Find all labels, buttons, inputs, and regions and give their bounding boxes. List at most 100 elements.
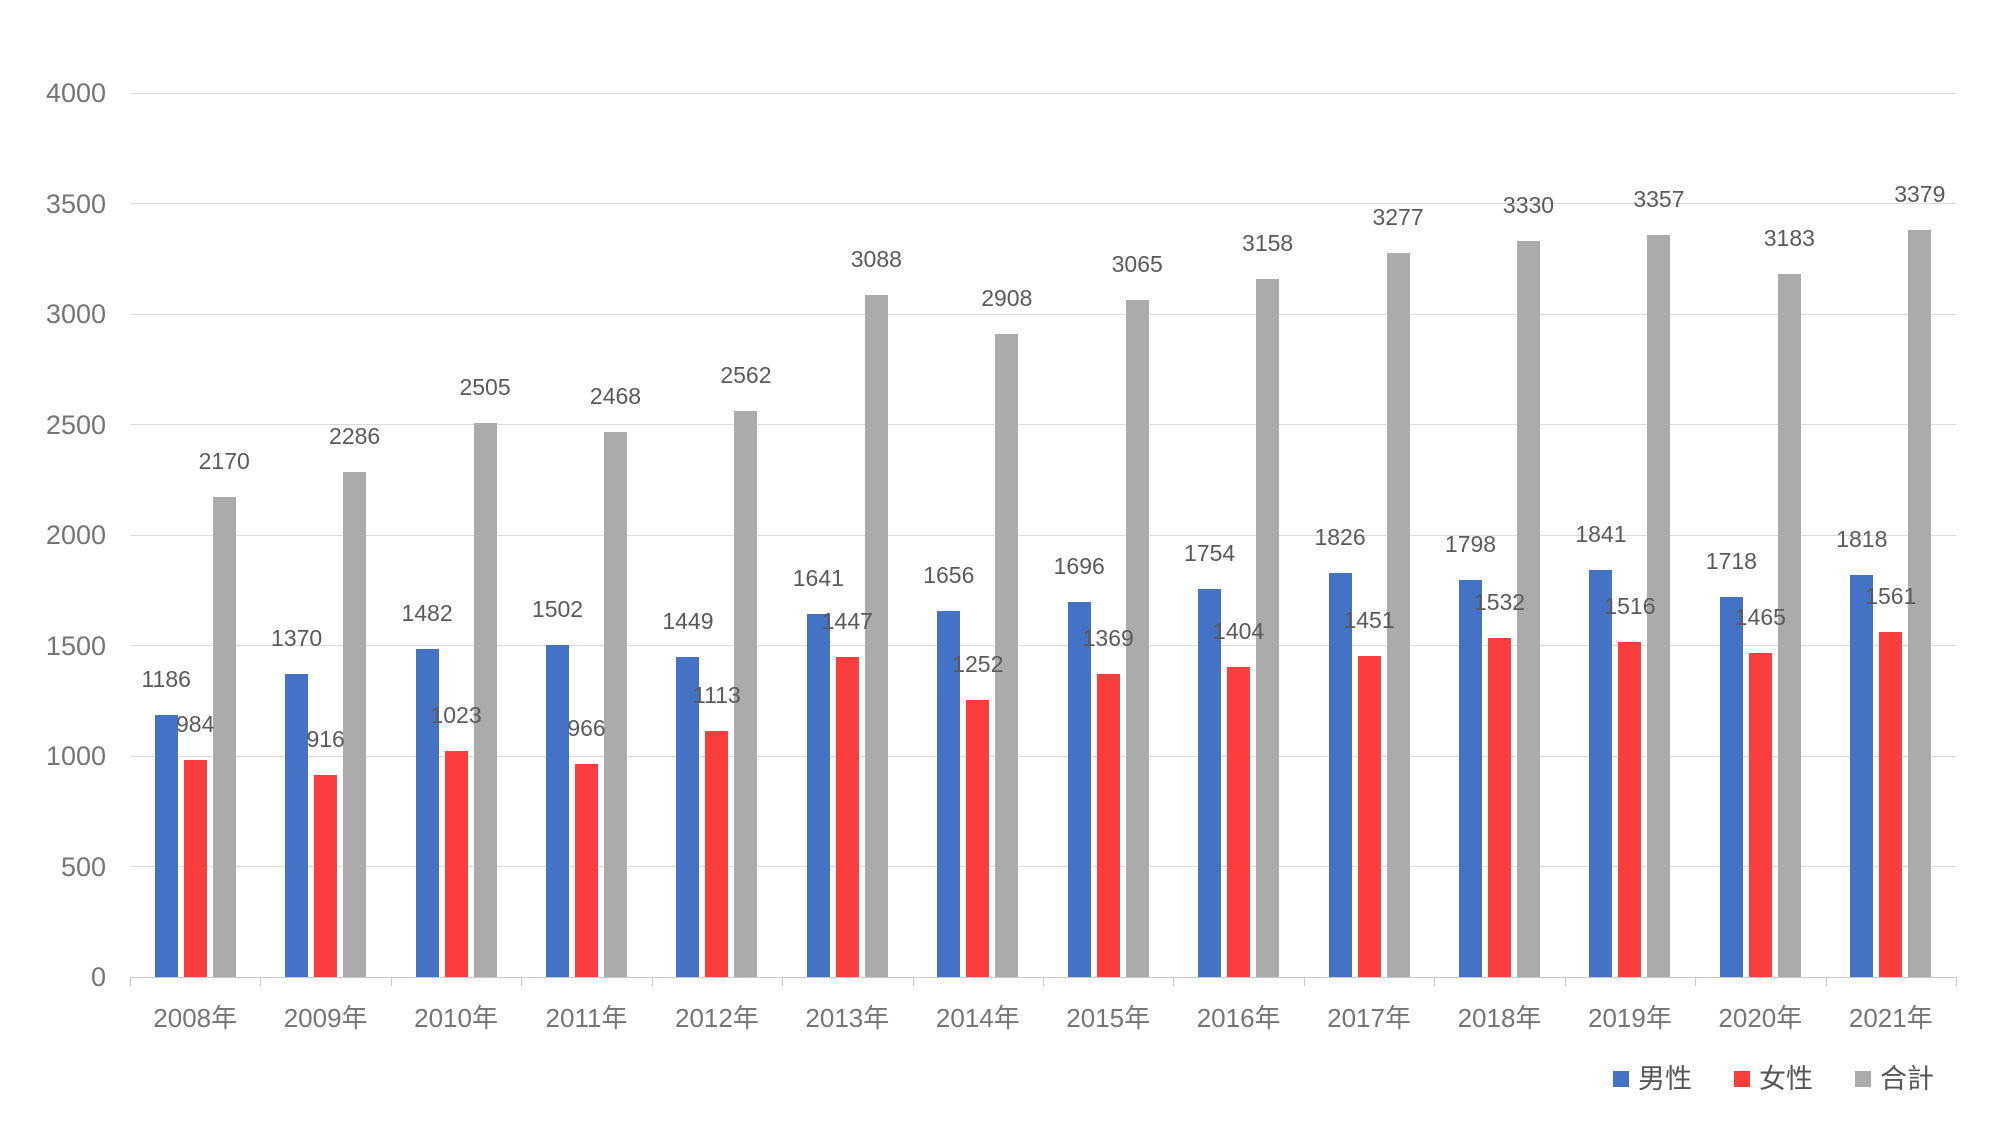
bar-female-2019年[interactable] bbox=[1618, 641, 1642, 977]
bar-male-2017年[interactable] bbox=[1328, 573, 1352, 977]
value-label-male-2018年: 1798 bbox=[1444, 530, 1497, 557]
value-label-male-2008年: 1186 bbox=[141, 665, 191, 692]
legend-item-female[interactable]: 女性 bbox=[1734, 1064, 1813, 1094]
bar-male-2011年[interactable] bbox=[546, 645, 569, 977]
bar-male-2008年[interactable] bbox=[154, 714, 178, 977]
legend-label-female: 女性 bbox=[1759, 1064, 1813, 1094]
x-axis-category-label: 2017年 bbox=[1327, 1003, 1411, 1033]
value-label-female-2013年: 1447 bbox=[821, 608, 873, 635]
y-axis-tick-label: 0 bbox=[90, 962, 106, 992]
x-axis-category-label: 2012年 bbox=[675, 1003, 759, 1033]
x-axis-category-label: 2019年 bbox=[1588, 1003, 1672, 1033]
value-label-total-2020年: 3183 bbox=[1763, 224, 1815, 251]
y-axis-tick-label: 1500 bbox=[45, 630, 106, 661]
value-label-total-2019年: 3357 bbox=[1633, 186, 1685, 213]
y-axis-tick-label: 2000 bbox=[45, 520, 106, 550]
bar-total-2016年[interactable] bbox=[1256, 279, 1280, 977]
value-label-female-2010年: 1023 bbox=[430, 701, 482, 728]
bar-female-2018年[interactable] bbox=[1488, 638, 1511, 977]
bar-total-2013年[interactable] bbox=[864, 294, 888, 977]
bar-female-2014年[interactable] bbox=[966, 700, 990, 977]
value-label-female-2017年: 1451 bbox=[1343, 607, 1395, 634]
bar-female-2013年[interactable] bbox=[835, 657, 859, 977]
legend-label-male: 男性 bbox=[1638, 1064, 1692, 1094]
bar-total-2008年[interactable] bbox=[212, 497, 236, 977]
value-label-total-2017年: 3277 bbox=[1372, 203, 1424, 230]
bar-female-2011年[interactable] bbox=[575, 763, 598, 977]
y-axis-tick-label: 4000 bbox=[45, 78, 106, 108]
bar-male-2018年[interactable] bbox=[1459, 579, 1482, 977]
x-axis-tick bbox=[782, 977, 784, 986]
bar-total-2010年[interactable] bbox=[473, 423, 497, 977]
bar-male-2009年[interactable] bbox=[285, 674, 309, 977]
bar-female-2010年[interactable] bbox=[444, 750, 468, 977]
bar-total-2009年[interactable] bbox=[343, 471, 367, 977]
value-label-male-2014年: 1656 bbox=[923, 562, 975, 589]
bar-male-2016年[interactable] bbox=[1198, 589, 1222, 977]
legend-item-total[interactable]: 合計 bbox=[1855, 1064, 1934, 1094]
x-axis-category-label: 2013年 bbox=[805, 1003, 890, 1033]
x-axis-tick bbox=[1303, 977, 1305, 986]
value-label-male-2021年: 1818 bbox=[1836, 526, 1888, 553]
x-axis-tick bbox=[1434, 977, 1436, 986]
bar-total-2012年[interactable] bbox=[734, 410, 758, 977]
bar-total-2011年[interactable] bbox=[604, 431, 627, 977]
value-label-total-2014年: 2908 bbox=[981, 285, 1033, 312]
value-label-male-2017年: 1826 bbox=[1314, 524, 1366, 551]
gridline bbox=[130, 203, 1956, 204]
gridline bbox=[130, 534, 1956, 536]
x-axis-category-label: 2014年 bbox=[935, 1003, 1020, 1033]
bar-male-2012年[interactable] bbox=[676, 656, 700, 977]
bar-female-2009年[interactable] bbox=[314, 774, 338, 977]
bar-male-2013年[interactable] bbox=[806, 614, 830, 977]
bar-female-2015年[interactable] bbox=[1096, 674, 1120, 977]
x-axis-category-label: 2010年 bbox=[414, 1003, 498, 1033]
gridline bbox=[130, 313, 1956, 315]
value-label-female-2011年: 966 bbox=[567, 714, 606, 741]
x-axis-category-label: 2020年 bbox=[1718, 1003, 1803, 1033]
value-label-female-2009年: 916 bbox=[306, 725, 345, 752]
legend-swatch-total-icon bbox=[1855, 1071, 1871, 1087]
gridline bbox=[130, 866, 1956, 867]
value-label-male-2016年: 1754 bbox=[1184, 540, 1236, 567]
bar-female-2020年[interactable] bbox=[1748, 653, 1772, 977]
bar-male-2020年[interactable] bbox=[1719, 597, 1743, 977]
bar-male-2019年[interactable] bbox=[1589, 570, 1613, 977]
value-label-female-2016年: 1404 bbox=[1213, 617, 1265, 644]
x-axis-category-label: 2015年 bbox=[1066, 1003, 1151, 1033]
value-label-total-2008年: 2170 bbox=[198, 448, 250, 475]
bar-total-2015年[interactable] bbox=[1125, 299, 1149, 977]
bar-male-2021年[interactable] bbox=[1850, 575, 1874, 977]
bar-total-2021年[interactable] bbox=[1908, 230, 1932, 977]
bar-female-2017年[interactable] bbox=[1357, 656, 1381, 977]
bar-total-2017年[interactable] bbox=[1386, 252, 1410, 977]
bar-total-2014年[interactable] bbox=[995, 334, 1019, 977]
bar-female-2012年[interactable] bbox=[705, 731, 729, 977]
bar-male-2015年[interactable] bbox=[1067, 602, 1091, 977]
value-label-total-2015年: 3065 bbox=[1111, 250, 1163, 277]
bar-total-2018年[interactable] bbox=[1517, 241, 1540, 977]
bar-total-2020年[interactable] bbox=[1777, 273, 1801, 977]
x-axis-tick bbox=[390, 977, 392, 986]
bar-female-2021年[interactable] bbox=[1879, 632, 1903, 977]
value-label-female-2021年: 1561 bbox=[1865, 583, 1917, 610]
value-label-male-2019年: 1841 bbox=[1575, 521, 1627, 548]
value-label-male-2013年: 1641 bbox=[792, 565, 844, 592]
bar-female-2008年[interactable] bbox=[183, 759, 207, 977]
value-label-female-2018年: 1532 bbox=[1473, 589, 1526, 616]
value-label-male-2010年: 1482 bbox=[401, 600, 453, 627]
bar-female-2016年[interactable] bbox=[1227, 666, 1251, 977]
x-axis-category-label: 2009年 bbox=[283, 1003, 368, 1033]
value-label-female-2015年: 1369 bbox=[1082, 625, 1134, 652]
legend-item-male[interactable]: 男性 bbox=[1613, 1064, 1692, 1094]
legend-label-total: 合計 bbox=[1880, 1064, 1934, 1094]
x-axis-category-label: 2018年 bbox=[1457, 1003, 1542, 1033]
legend-swatch-female-icon bbox=[1734, 1071, 1750, 1087]
x-axis-tick bbox=[1564, 977, 1566, 986]
bar-male-2010年[interactable] bbox=[415, 649, 439, 977]
bar-total-2019年[interactable] bbox=[1647, 235, 1671, 977]
bar-male-2014年[interactable] bbox=[937, 611, 961, 977]
y-axis-tick-label: 1000 bbox=[45, 741, 106, 771]
value-label-total-2021年: 3379 bbox=[1894, 181, 1946, 208]
x-axis-tick bbox=[1043, 977, 1044, 986]
